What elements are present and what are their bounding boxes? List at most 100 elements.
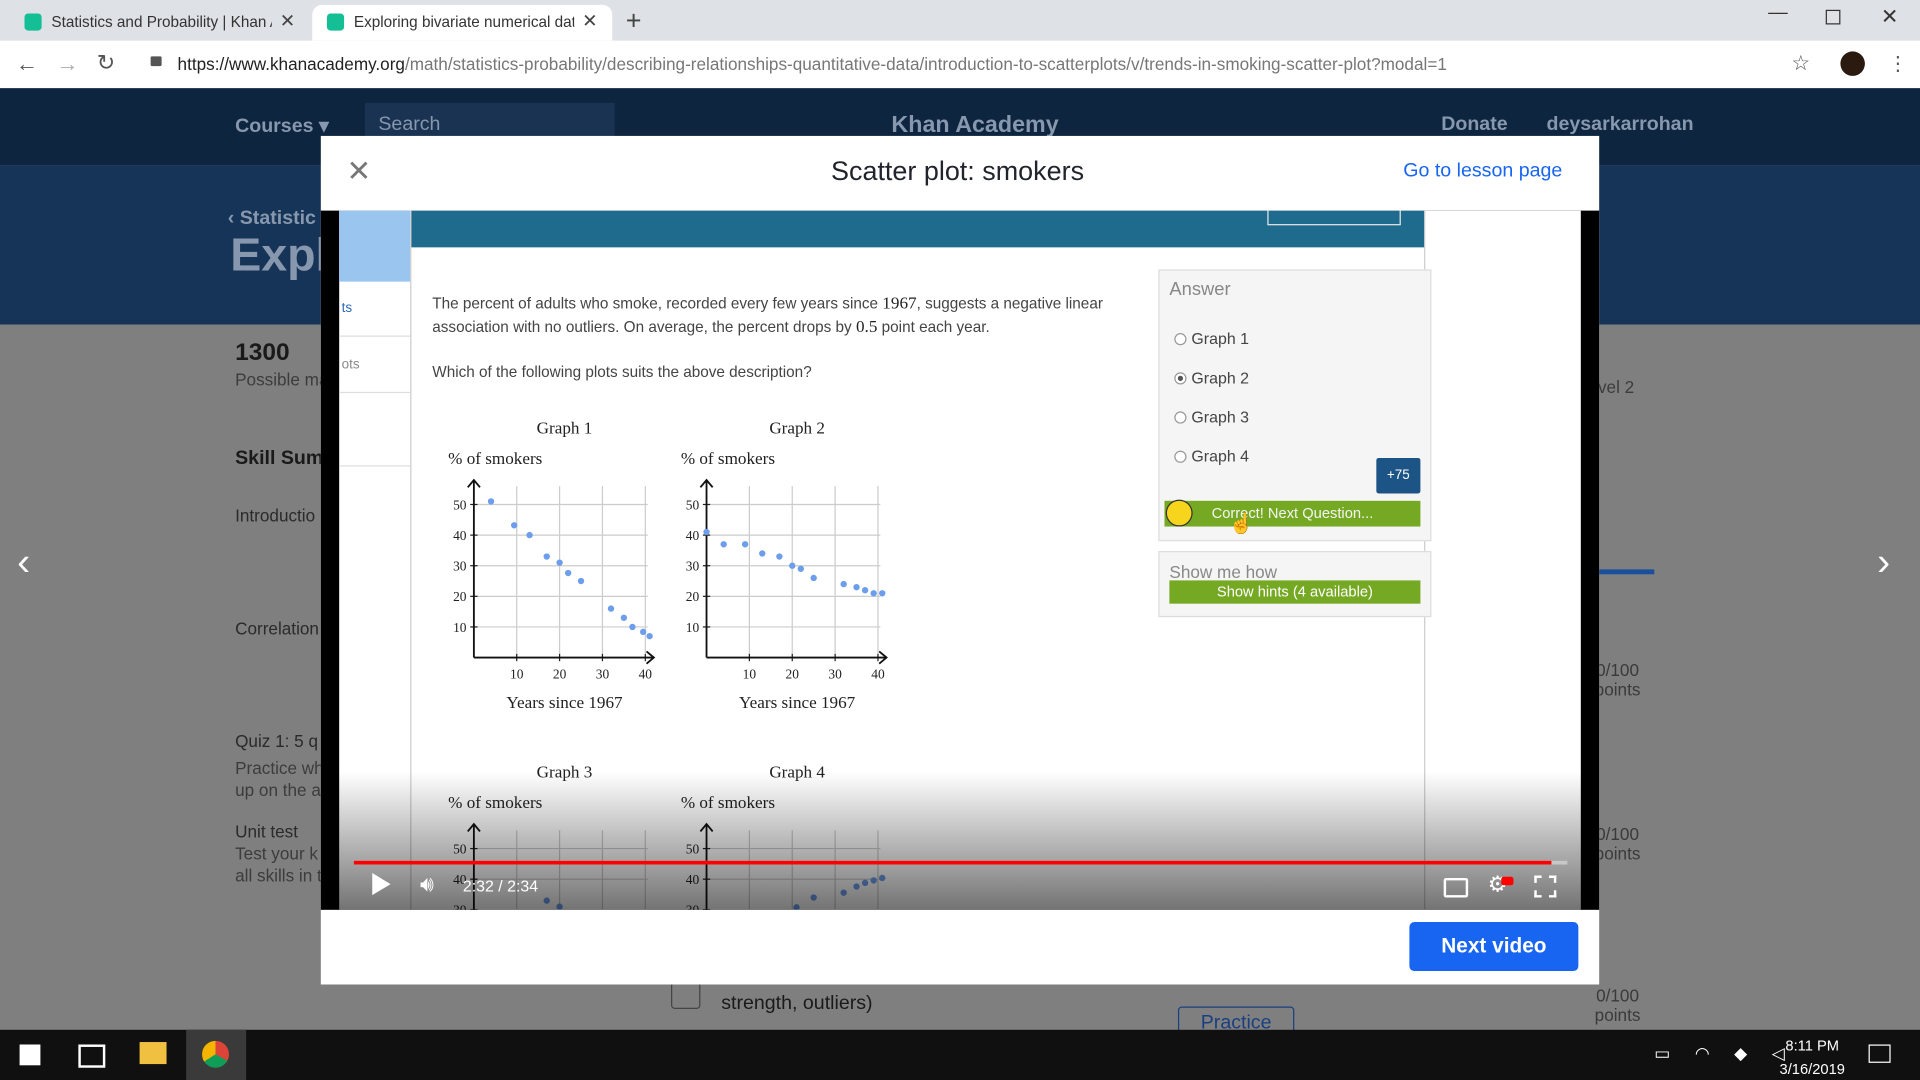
sidebar-desc: all skills in t bbox=[235, 865, 322, 886]
url-host: https://www.khanacademy.org bbox=[177, 53, 405, 74]
divider bbox=[339, 465, 411, 467]
graph-title: Graph 1 bbox=[537, 418, 593, 437]
x-tick-label: 20 bbox=[786, 666, 800, 681]
task-view[interactable] bbox=[78, 1044, 106, 1068]
lesson-link[interactable]: Go to lesson page bbox=[1403, 160, 1563, 182]
profile-avatar[interactable] bbox=[1840, 51, 1865, 76]
sidebar-item[interactable]: Correlation bbox=[235, 618, 319, 638]
forward-button[interactable]: → bbox=[56, 51, 79, 76]
reload-button[interactable]: ↻ bbox=[96, 50, 116, 75]
menu[interactable]: ⋮ bbox=[1888, 53, 1908, 75]
y-arrow bbox=[699, 478, 714, 488]
video-player[interactable]: ts ots The percent of adults who smoke, … bbox=[320, 210, 1600, 910]
points-badge: +75 bbox=[1376, 457, 1421, 494]
tab-close[interactable]: ✕ bbox=[582, 11, 598, 32]
play-button[interactable] bbox=[372, 873, 391, 896]
clock[interactable]: 8:11 PM 3/16/2019 bbox=[1776, 1035, 1849, 1080]
close-window[interactable]: ✕ bbox=[1880, 4, 1899, 29]
data-point bbox=[840, 580, 847, 588]
logo[interactable]: Khan Academy bbox=[891, 112, 1059, 139]
data-point bbox=[629, 623, 636, 631]
url-path: /math/statistics-probability/describing-… bbox=[404, 53, 1447, 74]
lesson-text: strength, outliers) bbox=[721, 993, 873, 1014]
radio[interactable] bbox=[1174, 450, 1187, 463]
fullscreen-button[interactable] bbox=[1534, 875, 1557, 898]
text: point each year. bbox=[877, 318, 990, 336]
prev-arrow[interactable]: ‹ bbox=[17, 538, 31, 583]
math: 0.5 bbox=[855, 318, 878, 337]
next-video-button[interactable]: Next video bbox=[1409, 922, 1579, 972]
next-arrow[interactable]: › bbox=[1877, 538, 1891, 583]
streak-boxes bbox=[1267, 210, 1401, 226]
video-sidebar-item: ts bbox=[341, 301, 353, 316]
captions-button[interactable] bbox=[1443, 877, 1469, 898]
sidebar-desc: Test your k bbox=[235, 843, 319, 864]
x-axis-label: Years since 1967 bbox=[739, 693, 856, 712]
clock-time: 8:11 PM bbox=[1785, 1037, 1840, 1055]
text: , suggests a negative linear association… bbox=[432, 295, 1103, 336]
y-tick-label: 20 bbox=[453, 589, 467, 604]
progress-score: 0/100 points bbox=[1587, 660, 1648, 699]
graph-title: Graph 2 bbox=[769, 418, 825, 437]
clock-date: 3/16/2019 bbox=[1779, 1060, 1845, 1078]
sidebar-desc: Practice wh bbox=[235, 757, 324, 778]
volume-button[interactable]: 🔊︎ bbox=[420, 871, 434, 897]
x-tick-label: 20 bbox=[553, 666, 567, 681]
y-tick-label: 50 bbox=[686, 497, 700, 512]
answer-option[interactable]: Graph 1 bbox=[1191, 329, 1249, 348]
question-prompt: Which of the following plots suits the a… bbox=[432, 363, 812, 381]
y-tick-label: 50 bbox=[453, 497, 467, 512]
nav-donate[interactable]: Donate bbox=[1441, 113, 1508, 135]
score-unit: points bbox=[1594, 843, 1641, 864]
sidebar-item[interactable]: Unit test bbox=[235, 821, 298, 842]
answer-option[interactable]: Graph 2 bbox=[1191, 368, 1249, 387]
tab-active[interactable]: Exploring bivariate numerical dat ✕ bbox=[312, 4, 613, 41]
y-tick-label: 40 bbox=[453, 528, 467, 543]
notifications[interactable] bbox=[1868, 1044, 1891, 1063]
panel-border bbox=[410, 210, 412, 910]
nav-courses[interactable]: Courses ▾ bbox=[235, 116, 329, 138]
sidebar-item[interactable]: Quiz 1: 5 q bbox=[235, 731, 319, 751]
tab[interactable]: Statistics and Probability | Khan A ✕ bbox=[10, 5, 310, 41]
sidebar-item[interactable]: Introductio bbox=[235, 505, 316, 526]
file-explorer[interactable] bbox=[139, 1042, 167, 1065]
maximize[interactable] bbox=[1825, 9, 1841, 25]
x-tick-label: 40 bbox=[871, 666, 885, 681]
tab-title: Statistics and Probability | Khan A bbox=[51, 13, 272, 31]
modal-close[interactable]: ✕ bbox=[346, 155, 372, 189]
hint-button[interactable]: Show hints (4 available) bbox=[1169, 580, 1421, 604]
data-point bbox=[564, 569, 572, 577]
start-button[interactable] bbox=[19, 1044, 41, 1066]
radio[interactable] bbox=[1174, 333, 1187, 346]
minimize[interactable]: — bbox=[1768, 2, 1788, 24]
radio[interactable] bbox=[1174, 372, 1187, 385]
x-arrow bbox=[878, 650, 888, 665]
progress-played bbox=[353, 860, 1552, 865]
breadcrumb[interactable]: ‹ Statistic bbox=[227, 208, 316, 229]
back-button[interactable]: ← bbox=[15, 51, 38, 76]
data-point bbox=[759, 550, 766, 557]
new-tab[interactable]: + bbox=[625, 4, 642, 36]
x-tick-label: 30 bbox=[828, 666, 842, 681]
answer-option[interactable]: Graph 3 bbox=[1191, 407, 1249, 427]
radio[interactable] bbox=[1174, 411, 1187, 424]
divider bbox=[339, 335, 411, 337]
x-axis-label: Years since 1967 bbox=[506, 693, 623, 712]
progress-score: 0/100 points bbox=[1587, 824, 1648, 863]
answer-option[interactable]: Graph 4 bbox=[1191, 446, 1249, 466]
level-label: vel 2 bbox=[1597, 377, 1635, 397]
next-question-button[interactable]: Correct! Next Question... bbox=[1164, 500, 1421, 527]
data-point bbox=[870, 590, 877, 597]
tray-icons[interactable]: ▭ ◠ ◆ ◁ bbox=[1654, 1043, 1795, 1063]
url[interactable]: https://www.khanacademy.org/math/statist… bbox=[178, 54, 1447, 74]
text: The percent of adults who smoke, recorde… bbox=[432, 295, 883, 313]
bookmark-star[interactable]: ☆ bbox=[1791, 51, 1811, 75]
data-point bbox=[487, 498, 495, 505]
y-tick-label: 10 bbox=[686, 620, 700, 635]
tab-close[interactable]: ✕ bbox=[279, 11, 296, 32]
data-point bbox=[861, 587, 869, 594]
data-point bbox=[526, 531, 533, 539]
hint-panel: Show me how Show hints (4 available) bbox=[1158, 551, 1432, 618]
nav-user[interactable]: deysarkarrohan bbox=[1546, 113, 1694, 135]
